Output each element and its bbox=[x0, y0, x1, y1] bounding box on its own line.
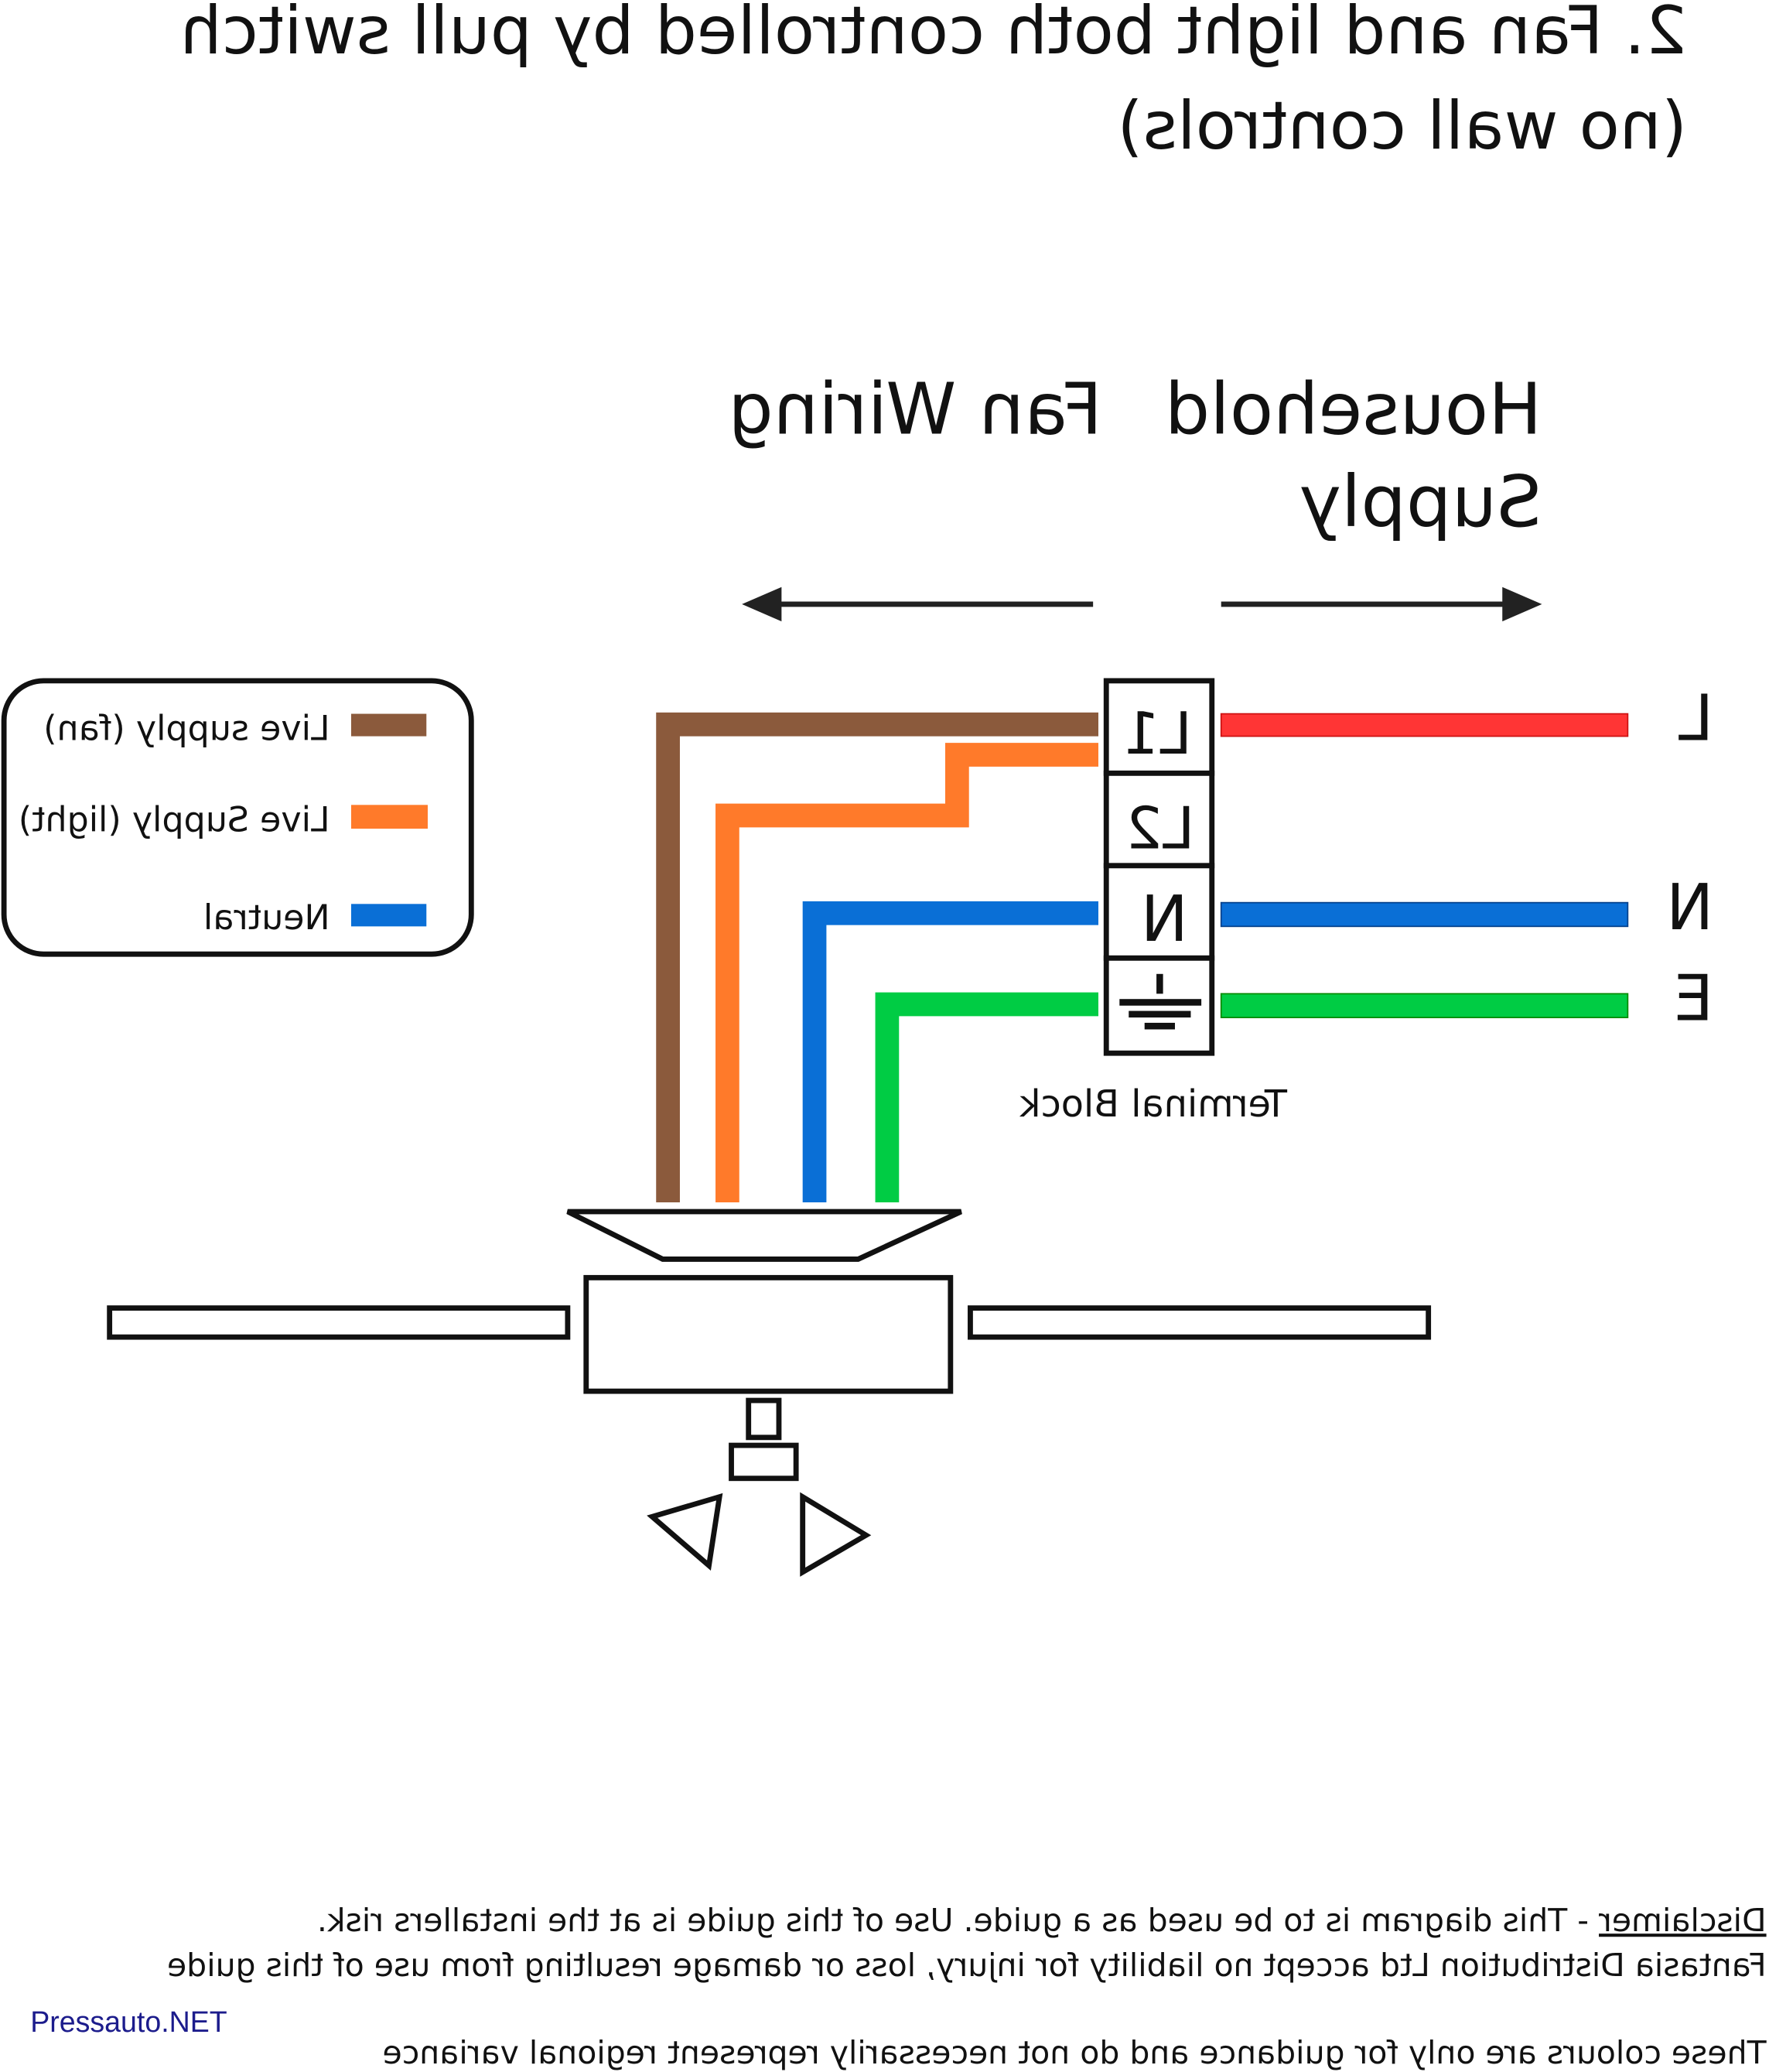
wire-earth-fan bbox=[875, 992, 1098, 1203]
terminal-l1: L1 bbox=[1123, 699, 1193, 768]
wire-fan-live bbox=[656, 712, 1098, 1203]
arrow-left-icon bbox=[742, 586, 1094, 622]
disclaimer-line-2: Fantasia Distribution Ltd accept no liab… bbox=[167, 1947, 1767, 1984]
wire-supply-live bbox=[1220, 713, 1629, 737]
earth-ground-icon bbox=[1119, 973, 1202, 1030]
wire-supply-neutral bbox=[1220, 901, 1629, 928]
terminal-n: N bbox=[1141, 883, 1188, 956]
title-line-2: (no wall controls) bbox=[1117, 88, 1687, 165]
arrow-right-icon bbox=[1221, 586, 1542, 622]
colour-note: These colours are only for guidance and … bbox=[383, 2034, 1767, 2071]
watermark: Pressauto.NET bbox=[30, 2005, 227, 2038]
legend-label-light-live: Live Supply (light) bbox=[19, 800, 330, 839]
wire-supply-earth bbox=[1220, 993, 1629, 1018]
supply-label-l: L bbox=[1678, 682, 1713, 756]
legend-label-neutral: Neutral bbox=[203, 898, 330, 938]
wire-neutral-fan bbox=[802, 901, 1098, 1203]
legend-swatch-light-live bbox=[350, 805, 428, 829]
supply-label-e: E bbox=[1674, 962, 1714, 1036]
fan-wiring-label: Fan Wiring bbox=[728, 368, 1102, 451]
terminal-block-label: Terminal Block bbox=[1019, 1083, 1288, 1126]
disclaimer-line-1: Disclaimer - This diagram is to be used … bbox=[317, 1902, 1767, 1939]
terminal-l2: L2 bbox=[1125, 795, 1195, 863]
household-supply-label-2: Supply bbox=[1299, 460, 1542, 543]
wire-light-live bbox=[715, 743, 1098, 1203]
legend-swatch-fan-live bbox=[350, 713, 427, 737]
household-supply-label: Household bbox=[1165, 368, 1542, 451]
disclaimer-text: - This diagram is to be used as a guide.… bbox=[317, 1902, 1599, 1939]
legend-box bbox=[1, 678, 474, 957]
legend-label-fan-live: Live supply (fan) bbox=[43, 709, 330, 749]
title-line-1: 2. Fan and light both controlled by pull… bbox=[180, 0, 1687, 70]
supply-label-n: N bbox=[1666, 871, 1713, 945]
disclaimer-heading: Disclaimer bbox=[1599, 1902, 1767, 1939]
legend-swatch-neutral bbox=[350, 904, 427, 927]
ceiling-fan-icon bbox=[107, 1209, 1432, 1577]
